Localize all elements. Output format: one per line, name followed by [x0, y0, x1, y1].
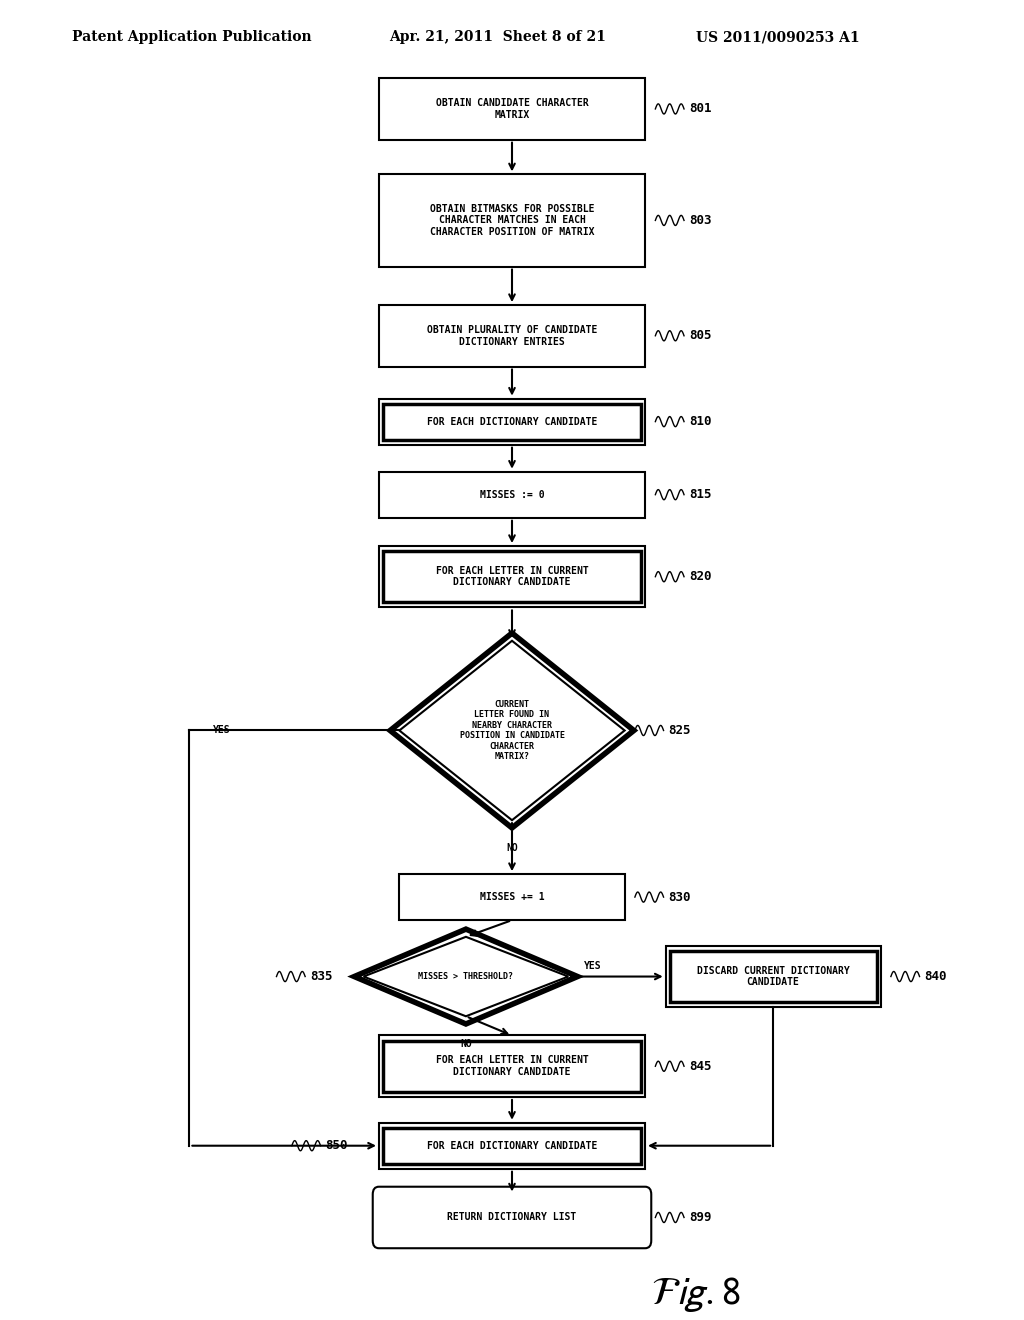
Polygon shape	[399, 640, 625, 820]
Text: 845: 845	[689, 1060, 712, 1073]
Text: 803: 803	[689, 214, 712, 227]
Bar	[383, 404, 641, 440]
Text: MISSES += 1: MISSES += 1	[479, 892, 545, 902]
Text: YES: YES	[584, 961, 601, 972]
Text: 820: 820	[689, 570, 712, 583]
Bar	[666, 946, 881, 1007]
Text: 850: 850	[326, 1139, 348, 1152]
Text: CURRENT
LETTER FOUND IN
NEARBY CHARACTER
POSITION IN CANDIDATE
CHARACTER
MATRIX?: CURRENT LETTER FOUND IN NEARBY CHARACTER…	[460, 700, 564, 762]
Text: 810: 810	[689, 414, 712, 428]
Text: FOR EACH LETTER IN CURRENT
DICTIONARY CANDIDATE: FOR EACH LETTER IN CURRENT DICTIONARY CA…	[435, 1056, 589, 1077]
Text: $\mathcal{Fig.8}$: $\mathcal{Fig.8}$	[651, 1275, 741, 1313]
Bar	[379, 305, 645, 367]
Text: US 2011/0090253 A1: US 2011/0090253 A1	[696, 30, 860, 45]
Bar	[379, 399, 645, 445]
Bar	[383, 1127, 641, 1164]
Text: NO: NO	[506, 843, 518, 854]
FancyBboxPatch shape	[373, 1187, 651, 1249]
Bar	[379, 78, 645, 140]
Polygon shape	[364, 937, 568, 1016]
Bar	[670, 950, 877, 1002]
Text: 801: 801	[689, 103, 712, 115]
Text: Patent Application Publication: Patent Application Publication	[72, 30, 311, 45]
Bar	[379, 1035, 645, 1097]
Text: OBTAIN PLURALITY OF CANDIDATE
DICTIONARY ENTRIES: OBTAIN PLURALITY OF CANDIDATE DICTIONARY…	[427, 325, 597, 347]
Text: 835: 835	[310, 970, 333, 983]
Text: 840: 840	[925, 970, 947, 983]
Text: OBTAIN CANDIDATE CHARACTER
MATRIX: OBTAIN CANDIDATE CHARACTER MATRIX	[435, 98, 589, 120]
Text: 899: 899	[689, 1210, 712, 1224]
Text: 815: 815	[689, 488, 712, 502]
Bar	[379, 174, 645, 267]
Bar	[379, 471, 645, 517]
Text: FOR EACH LETTER IN CURRENT
DICTIONARY CANDIDATE: FOR EACH LETTER IN CURRENT DICTIONARY CA…	[435, 566, 589, 587]
Text: OBTAIN BITMASKS FOR POSSIBLE
CHARACTER MATCHES IN EACH
CHARACTER POSITION OF MAT: OBTAIN BITMASKS FOR POSSIBLE CHARACTER M…	[430, 203, 594, 238]
Text: MISSES := 0: MISSES := 0	[479, 490, 545, 500]
Text: FOR EACH DICTIONARY CANDIDATE: FOR EACH DICTIONARY CANDIDATE	[427, 1140, 597, 1151]
Text: 830: 830	[669, 891, 691, 904]
Bar	[383, 1040, 641, 1092]
Bar	[379, 546, 645, 607]
Text: NO: NO	[460, 1039, 472, 1049]
Text: FOR EACH DICTIONARY CANDIDATE: FOR EACH DICTIONARY CANDIDATE	[427, 417, 597, 426]
Text: MISSES > THRESHOLD?: MISSES > THRESHOLD?	[419, 972, 513, 981]
Text: YES: YES	[213, 726, 230, 735]
Bar	[399, 874, 625, 920]
Text: DISCARD CURRENT DICTIONARY
CANDIDATE: DISCARD CURRENT DICTIONARY CANDIDATE	[696, 966, 850, 987]
Text: 805: 805	[689, 329, 712, 342]
Bar	[383, 550, 641, 602]
Text: RETURN DICTIONARY LIST: RETURN DICTIONARY LIST	[447, 1213, 577, 1222]
Bar	[379, 1122, 645, 1168]
Text: Apr. 21, 2011  Sheet 8 of 21: Apr. 21, 2011 Sheet 8 of 21	[389, 30, 606, 45]
Text: 825: 825	[669, 723, 691, 737]
